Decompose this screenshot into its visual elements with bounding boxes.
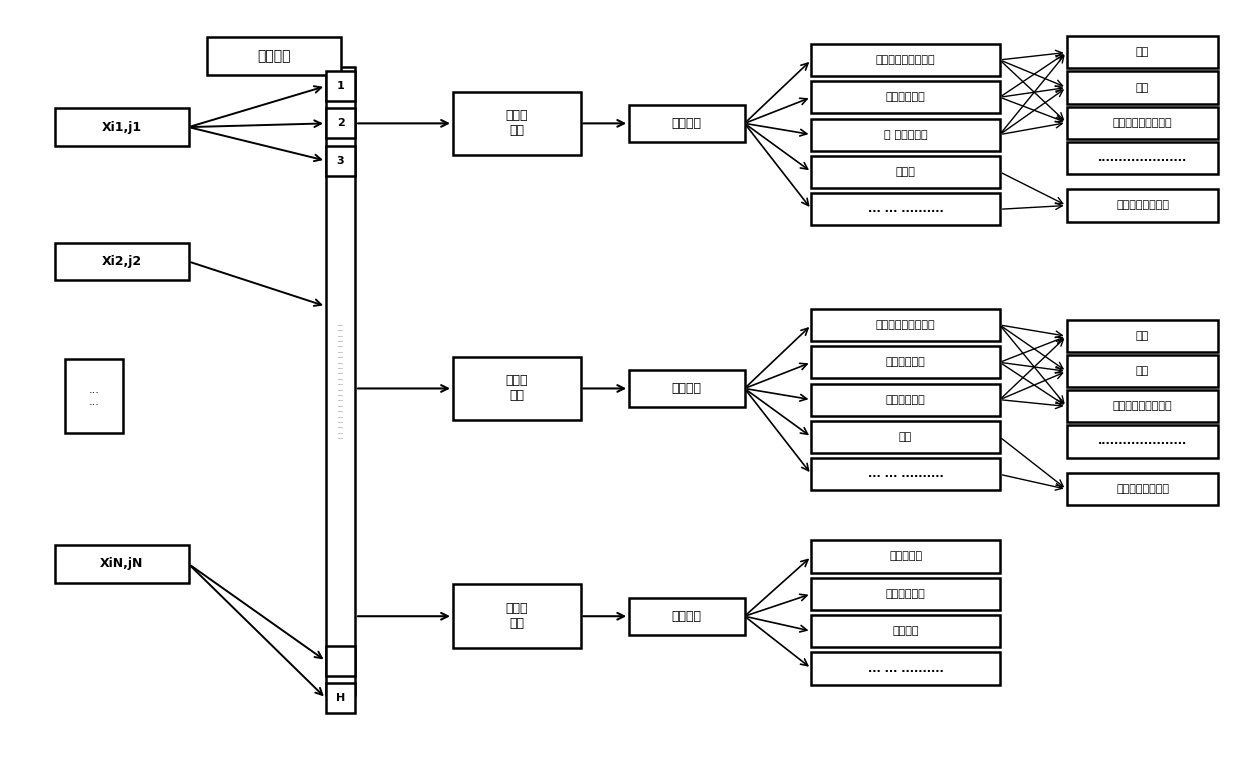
- Text: ... ... ..........: ... ... ..........: [868, 664, 944, 674]
- FancyBboxPatch shape: [811, 421, 999, 453]
- FancyBboxPatch shape: [1066, 142, 1219, 174]
- Text: 波谷: 波谷: [1136, 82, 1149, 92]
- FancyBboxPatch shape: [1066, 72, 1219, 104]
- Text: ...
...: ... ...: [88, 385, 99, 407]
- FancyBboxPatch shape: [326, 108, 355, 139]
- Text: 最高温度: 最高温度: [893, 626, 919, 636]
- Text: 环境温度差值: 环境温度差值: [885, 589, 925, 599]
- Text: Xi1,j1: Xi1,j1: [102, 120, 141, 133]
- FancyBboxPatch shape: [811, 346, 999, 379]
- FancyBboxPatch shape: [1066, 390, 1219, 422]
- Text: 声压: 声压: [899, 432, 913, 442]
- FancyBboxPatch shape: [1066, 190, 1219, 222]
- Text: ...
...
...
...
...
...
...
...
...
...
...
...
...
...
...
...
...
...
...
...
: ... ... ... ... ... ... ... ... ... ... …: [337, 322, 343, 440]
- Text: 3: 3: [337, 155, 345, 165]
- Text: Xi2,j2: Xi2,j2: [102, 255, 141, 268]
- FancyBboxPatch shape: [207, 37, 341, 75]
- FancyBboxPatch shape: [811, 309, 999, 341]
- FancyBboxPatch shape: [811, 383, 999, 416]
- FancyBboxPatch shape: [326, 71, 355, 101]
- Text: 快速傅里叶变换数据: 快速傅里叶变换数据: [875, 320, 935, 330]
- FancyBboxPatch shape: [326, 67, 355, 695]
- Text: 时域数据: 时域数据: [672, 117, 702, 130]
- FancyBboxPatch shape: [55, 243, 188, 280]
- FancyBboxPatch shape: [55, 546, 188, 583]
- Text: 振动传
感器: 振动传 感器: [506, 110, 528, 137]
- Text: ... ... ..........: ... ... ..........: [868, 469, 944, 479]
- FancyBboxPatch shape: [1066, 107, 1219, 139]
- Text: 阶次分析数据: 阶次分析数据: [885, 357, 925, 367]
- Text: 2: 2: [336, 118, 345, 128]
- FancyBboxPatch shape: [1066, 320, 1219, 352]
- FancyBboxPatch shape: [453, 357, 580, 420]
- Text: 快速傅里叶变换数据: 快速傅里叶变换数据: [875, 55, 935, 65]
- FancyBboxPatch shape: [811, 578, 999, 610]
- FancyBboxPatch shape: [453, 91, 580, 155]
- FancyBboxPatch shape: [811, 615, 999, 647]
- FancyBboxPatch shape: [64, 359, 123, 434]
- Text: 温度传
感器: 温度传 感器: [506, 602, 528, 630]
- Text: 时域数据: 时域数据: [672, 610, 702, 623]
- Text: 阶次分析数据: 阶次分析数据: [885, 92, 925, 102]
- Text: .....................: .....................: [1097, 152, 1187, 163]
- Text: H: H: [336, 693, 345, 703]
- FancyBboxPatch shape: [326, 146, 355, 175]
- FancyBboxPatch shape: [1066, 473, 1219, 505]
- Text: 1: 1: [336, 81, 345, 91]
- Text: 传感器组: 传感器组: [257, 50, 290, 63]
- FancyBboxPatch shape: [811, 156, 999, 188]
- FancyBboxPatch shape: [326, 684, 355, 713]
- Text: 声音传
感器: 声音传 感器: [506, 374, 528, 402]
- Text: 波谷: 波谷: [1136, 367, 1149, 376]
- FancyBboxPatch shape: [811, 458, 999, 491]
- FancyBboxPatch shape: [326, 646, 355, 676]
- Text: ... ... ..........: ... ... ..........: [868, 204, 944, 214]
- Text: 温度变化率: 温度变化率: [889, 552, 923, 562]
- FancyBboxPatch shape: [629, 597, 744, 635]
- FancyBboxPatch shape: [1066, 355, 1219, 387]
- Text: 分帧后时频联合分析: 分帧后时频联合分析: [1112, 117, 1172, 127]
- FancyBboxPatch shape: [811, 82, 999, 114]
- Text: 时域数据: 时域数据: [672, 382, 702, 395]
- Text: 统计指标时间序列: 统计指标时间序列: [1116, 485, 1169, 495]
- Text: 波峰: 波峰: [1136, 47, 1149, 57]
- Text: 分帧后时频联合分析: 分帧后时频联合分析: [1112, 402, 1172, 411]
- Text: 小 波降噪数据: 小 波降噪数据: [884, 130, 928, 139]
- Text: XiN,jN: XiN,jN: [100, 558, 144, 571]
- FancyBboxPatch shape: [629, 104, 744, 142]
- Text: 波峰: 波峰: [1136, 331, 1149, 341]
- FancyBboxPatch shape: [811, 652, 999, 684]
- FancyBboxPatch shape: [811, 44, 999, 76]
- FancyBboxPatch shape: [811, 540, 999, 572]
- FancyBboxPatch shape: [453, 584, 580, 648]
- FancyBboxPatch shape: [1066, 37, 1219, 69]
- FancyBboxPatch shape: [629, 370, 744, 407]
- Text: 峰峰值: 峰峰值: [895, 167, 915, 177]
- FancyBboxPatch shape: [811, 119, 999, 151]
- FancyBboxPatch shape: [811, 194, 999, 226]
- Text: .....................: .....................: [1097, 437, 1187, 447]
- FancyBboxPatch shape: [1066, 425, 1219, 457]
- FancyBboxPatch shape: [55, 108, 188, 146]
- Text: 小波降噪数据: 小波降噪数据: [885, 395, 925, 405]
- Text: 统计指标时间序列: 统计指标时间序列: [1116, 200, 1169, 210]
